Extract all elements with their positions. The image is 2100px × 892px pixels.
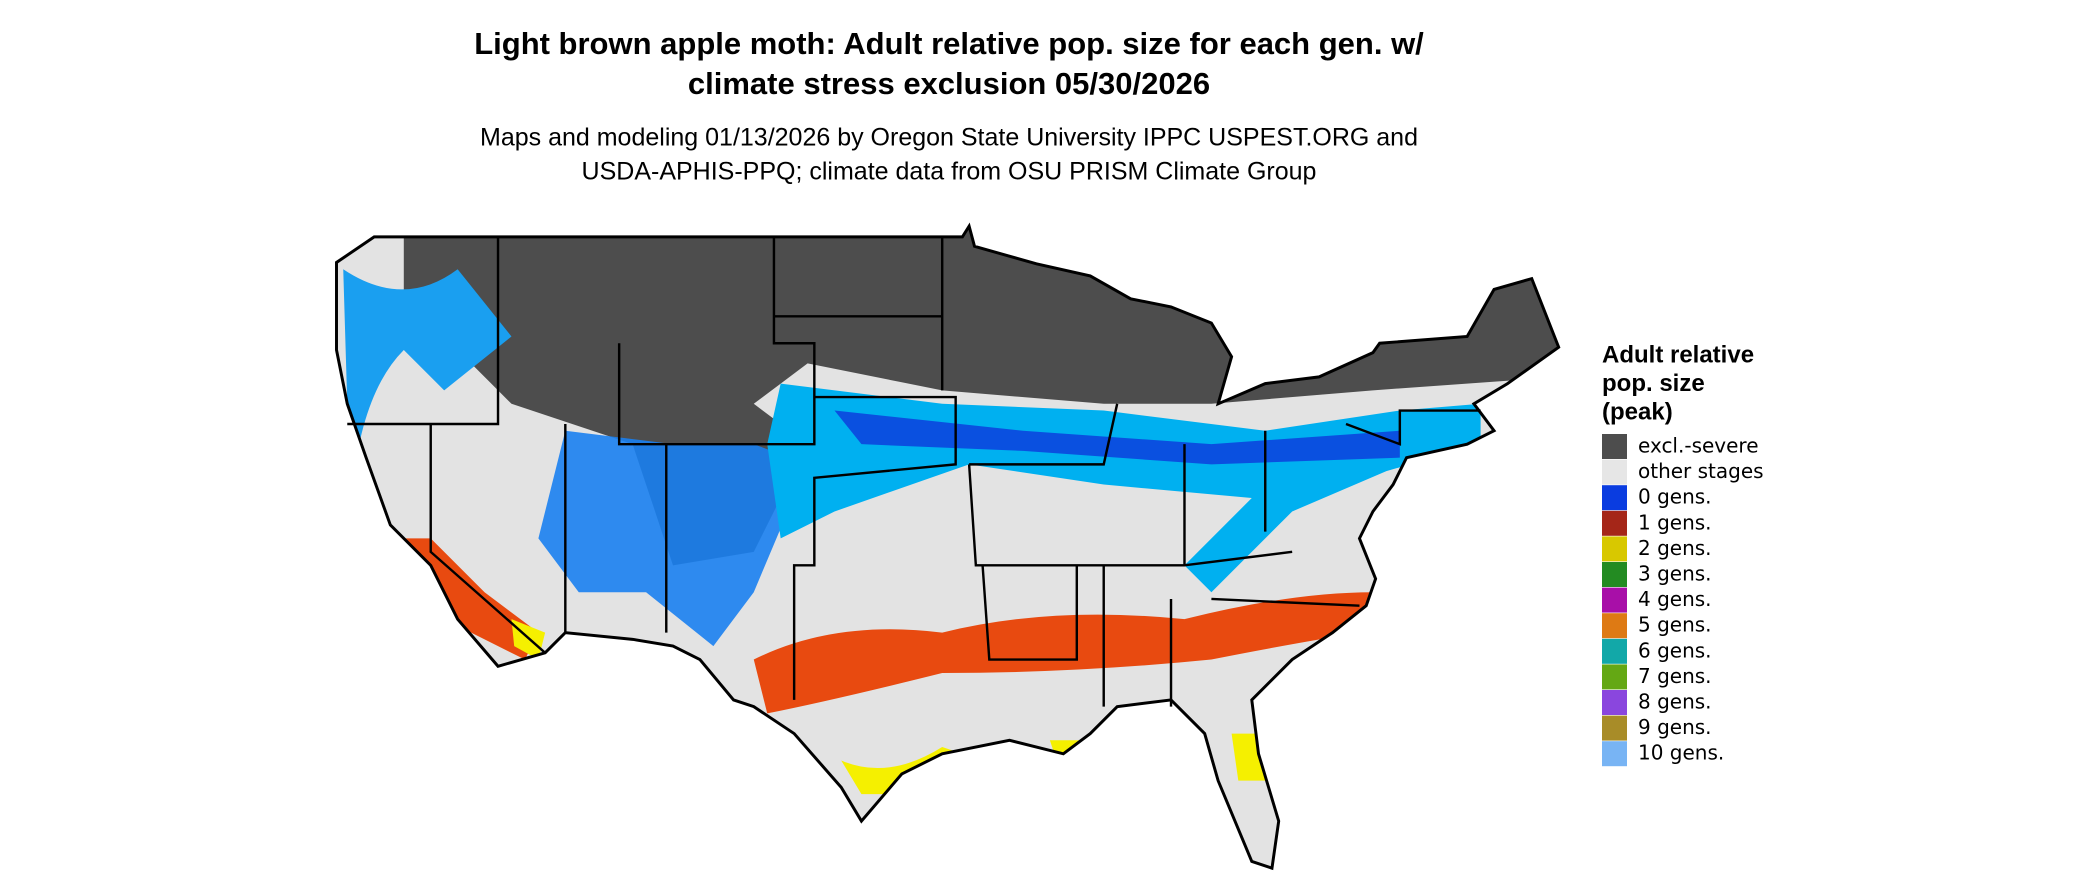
legend-swatch: [1602, 690, 1627, 715]
title: climate stress exclusion 05/30/2026: [688, 66, 1210, 101]
legend-label: 9 gens.: [1638, 715, 1712, 739]
legend-label: 8 gens.: [1638, 690, 1712, 714]
legend-label: 3 gens.: [1638, 562, 1712, 586]
subtitle: USDA-APHIS-PPQ; climate data from OSU PR…: [582, 158, 1317, 186]
legend-swatch: [1602, 510, 1627, 536]
legend-swatch: [1602, 459, 1627, 485]
texts: Light brown apple moth: Adult relative p…: [474, 26, 1764, 767]
legend-swatch: [1602, 613, 1627, 639]
map-fill: [336, 226, 1559, 869]
legend-title: Adult relative: [1602, 341, 1754, 368]
legend-swatch: [1602, 536, 1627, 562]
legend-swatch: [1602, 587, 1627, 613]
legend-label: other stages: [1638, 459, 1764, 483]
legend-label: 0 gens.: [1638, 485, 1712, 509]
state-borders: [347, 236, 1481, 707]
legend-label: 4 gens.: [1638, 587, 1712, 611]
legend-label: 1 gens.: [1638, 510, 1712, 534]
legend-swatch: [1602, 562, 1627, 587]
legend-label: 10 gens.: [1638, 741, 1724, 765]
legend-title: pop. size: [1602, 370, 1705, 397]
title: Light brown apple moth: Adult relative p…: [474, 26, 1424, 61]
legend-label: 7 gens.: [1638, 664, 1712, 688]
legend-swatch: [1602, 638, 1627, 664]
legend-label: 2 gens.: [1638, 536, 1712, 560]
legend-title: (peak): [1602, 398, 1673, 425]
legend-swatch: [1602, 715, 1627, 741]
legend-label: 6 gens.: [1638, 638, 1712, 662]
legend-swatch: [1602, 741, 1627, 767]
map: [335, 222, 1561, 871]
legend-label: 5 gens.: [1638, 613, 1712, 637]
legend-swatch: [1602, 434, 1627, 459]
us-outline: [335, 222, 1561, 871]
legend-swatch: [1602, 485, 1627, 511]
legend-swatch: [1602, 664, 1627, 690]
subtitle: Maps and modeling 01/13/2026 by Oregon S…: [480, 124, 1418, 152]
legend-label: excl.-severe: [1638, 434, 1759, 458]
